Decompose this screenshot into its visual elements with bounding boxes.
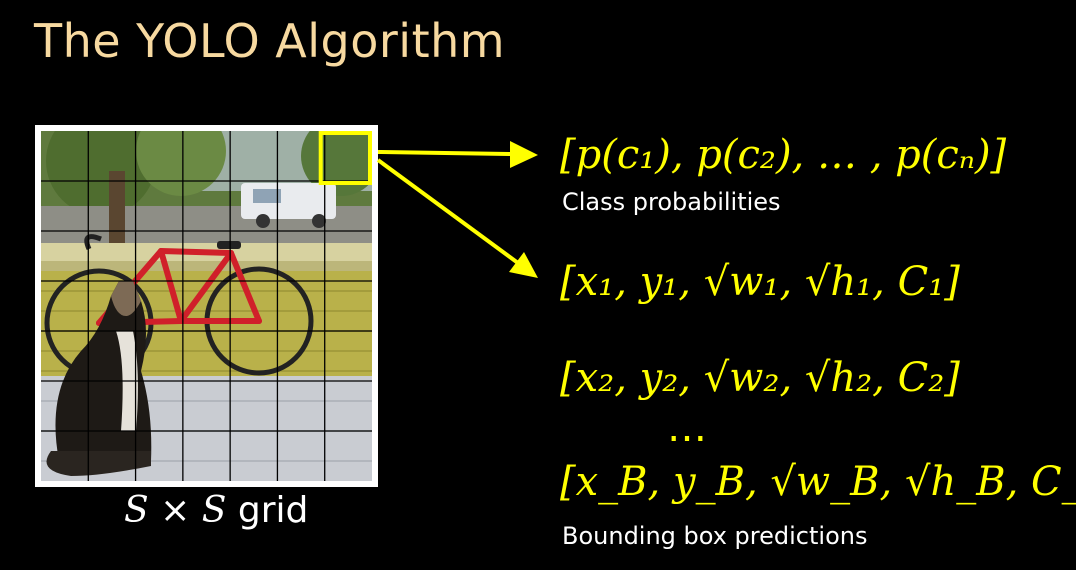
arrow-to-class-probabilities — [377, 150, 513, 156]
arrow-to-bounding-boxes — [376, 158, 520, 265]
input-image — [41, 131, 372, 481]
ellipsis: … — [667, 405, 707, 451]
grid-caption: S × S grid — [124, 490, 308, 531]
highlighted-grid-cell — [318, 131, 372, 185]
input-image-frame — [35, 125, 378, 487]
grid-s-symbol-2: S — [201, 490, 227, 531]
times-symbol: × — [160, 490, 191, 531]
bounding-box-caption: Bounding box predictions — [562, 522, 868, 550]
page-title: The YOLO Algorithm — [34, 14, 506, 68]
grid-s-symbol: S — [124, 490, 149, 531]
grid-overlay — [41, 131, 372, 481]
class-probability-vector: [p(c₁), p(c₂), … , p(cₙ)] — [560, 132, 1007, 178]
arrow-head-class — [510, 141, 538, 168]
class-probabilities-caption: Class probabilities — [562, 188, 781, 216]
bbox-prediction-1: [x₁, y₁, √w₁, √h₁, C₁] — [560, 259, 960, 305]
grid-word: grid — [237, 490, 309, 531]
dog-bicycle-photo — [41, 131, 372, 481]
bbox-prediction-b: [x_B, y_B, √w_B, √h_B, C_B] — [560, 459, 1076, 505]
bbox-prediction-2: [x₂, y₂, √w₂, √h₂, C₂] — [560, 355, 960, 401]
arrow-head-bbox — [509, 252, 538, 278]
